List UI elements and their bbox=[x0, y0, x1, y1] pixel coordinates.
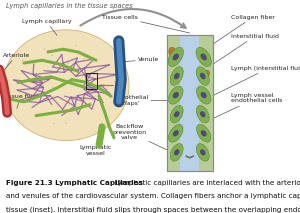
Text: Lymph capillaries in the tissue spaces: Lymph capillaries in the tissue spaces bbox=[6, 3, 133, 9]
Ellipse shape bbox=[196, 144, 209, 161]
Ellipse shape bbox=[196, 67, 209, 85]
Text: Lymphatic capillaries are interlaced with the arterioles: Lymphatic capillaries are interlaced wit… bbox=[112, 180, 300, 186]
Ellipse shape bbox=[201, 53, 207, 61]
Ellipse shape bbox=[41, 85, 43, 86]
Bar bbox=[167, 35, 182, 171]
Text: Lymphatic
vessel: Lymphatic vessel bbox=[80, 136, 112, 155]
Ellipse shape bbox=[174, 73, 179, 79]
Ellipse shape bbox=[51, 55, 53, 56]
Ellipse shape bbox=[53, 123, 55, 124]
Ellipse shape bbox=[172, 53, 179, 60]
Ellipse shape bbox=[169, 47, 175, 56]
Ellipse shape bbox=[82, 88, 84, 89]
Bar bbox=[86, 73, 97, 89]
Text: tissue (inset). Interstitial fluid slips through spaces between the overlapping : tissue (inset). Interstitial fluid slips… bbox=[6, 206, 300, 213]
Ellipse shape bbox=[168, 47, 184, 67]
Ellipse shape bbox=[174, 149, 179, 155]
Ellipse shape bbox=[65, 123, 67, 124]
Ellipse shape bbox=[205, 70, 210, 76]
Ellipse shape bbox=[196, 105, 209, 123]
Text: Arteriole: Arteriole bbox=[3, 53, 30, 71]
Text: Figure 21.3 Lymphatic Capillaries: Figure 21.3 Lymphatic Capillaries bbox=[6, 180, 143, 186]
Ellipse shape bbox=[44, 48, 45, 49]
Ellipse shape bbox=[196, 124, 211, 142]
Ellipse shape bbox=[200, 149, 206, 155]
Ellipse shape bbox=[75, 45, 77, 46]
Ellipse shape bbox=[68, 62, 69, 63]
Bar bbox=[181, 35, 199, 171]
Ellipse shape bbox=[170, 105, 183, 123]
Ellipse shape bbox=[59, 65, 61, 66]
Text: Tissue fluid: Tissue fluid bbox=[3, 94, 38, 108]
Text: Tissue cells: Tissue cells bbox=[102, 14, 190, 33]
Bar bbox=[198, 35, 213, 171]
Text: Backflow
prevention
valve: Backflow prevention valve bbox=[112, 124, 178, 155]
Ellipse shape bbox=[83, 58, 85, 59]
Text: and venules of the cardiovascular system. Collagen fibers anchor a lymphatic cap: and venules of the cardiovascular system… bbox=[6, 193, 300, 199]
Ellipse shape bbox=[35, 85, 37, 86]
Ellipse shape bbox=[196, 86, 211, 104]
Ellipse shape bbox=[200, 53, 207, 60]
Ellipse shape bbox=[174, 111, 179, 117]
Ellipse shape bbox=[200, 73, 206, 79]
Ellipse shape bbox=[22, 60, 24, 61]
Text: Endothelial
'flaps': Endothelial 'flaps' bbox=[113, 95, 166, 105]
Text: Lymph capillary: Lymph capillary bbox=[22, 19, 71, 35]
Text: Venule: Venule bbox=[120, 57, 159, 62]
Ellipse shape bbox=[3, 30, 129, 141]
Ellipse shape bbox=[114, 81, 116, 82]
Ellipse shape bbox=[52, 87, 54, 88]
Bar bbox=[167, 35, 213, 171]
Text: Lymph (interstitial fluid): Lymph (interstitial fluid) bbox=[203, 66, 300, 101]
Ellipse shape bbox=[200, 111, 206, 117]
Text: Collagen fiber: Collagen fiber bbox=[206, 14, 275, 49]
Ellipse shape bbox=[36, 89, 38, 90]
Ellipse shape bbox=[170, 144, 183, 161]
Text: Interstitial fluid: Interstitial fluid bbox=[207, 34, 279, 68]
Ellipse shape bbox=[170, 67, 183, 85]
Ellipse shape bbox=[173, 92, 179, 98]
Ellipse shape bbox=[201, 130, 207, 137]
Ellipse shape bbox=[201, 92, 207, 98]
Ellipse shape bbox=[169, 86, 183, 104]
Ellipse shape bbox=[173, 130, 179, 137]
Bar bbox=[167, 35, 213, 171]
Ellipse shape bbox=[169, 124, 183, 142]
Ellipse shape bbox=[38, 80, 39, 81]
Text: Lymph vessel
endothelial cells: Lymph vessel endothelial cells bbox=[205, 93, 282, 122]
Ellipse shape bbox=[107, 117, 109, 118]
Ellipse shape bbox=[196, 47, 212, 67]
